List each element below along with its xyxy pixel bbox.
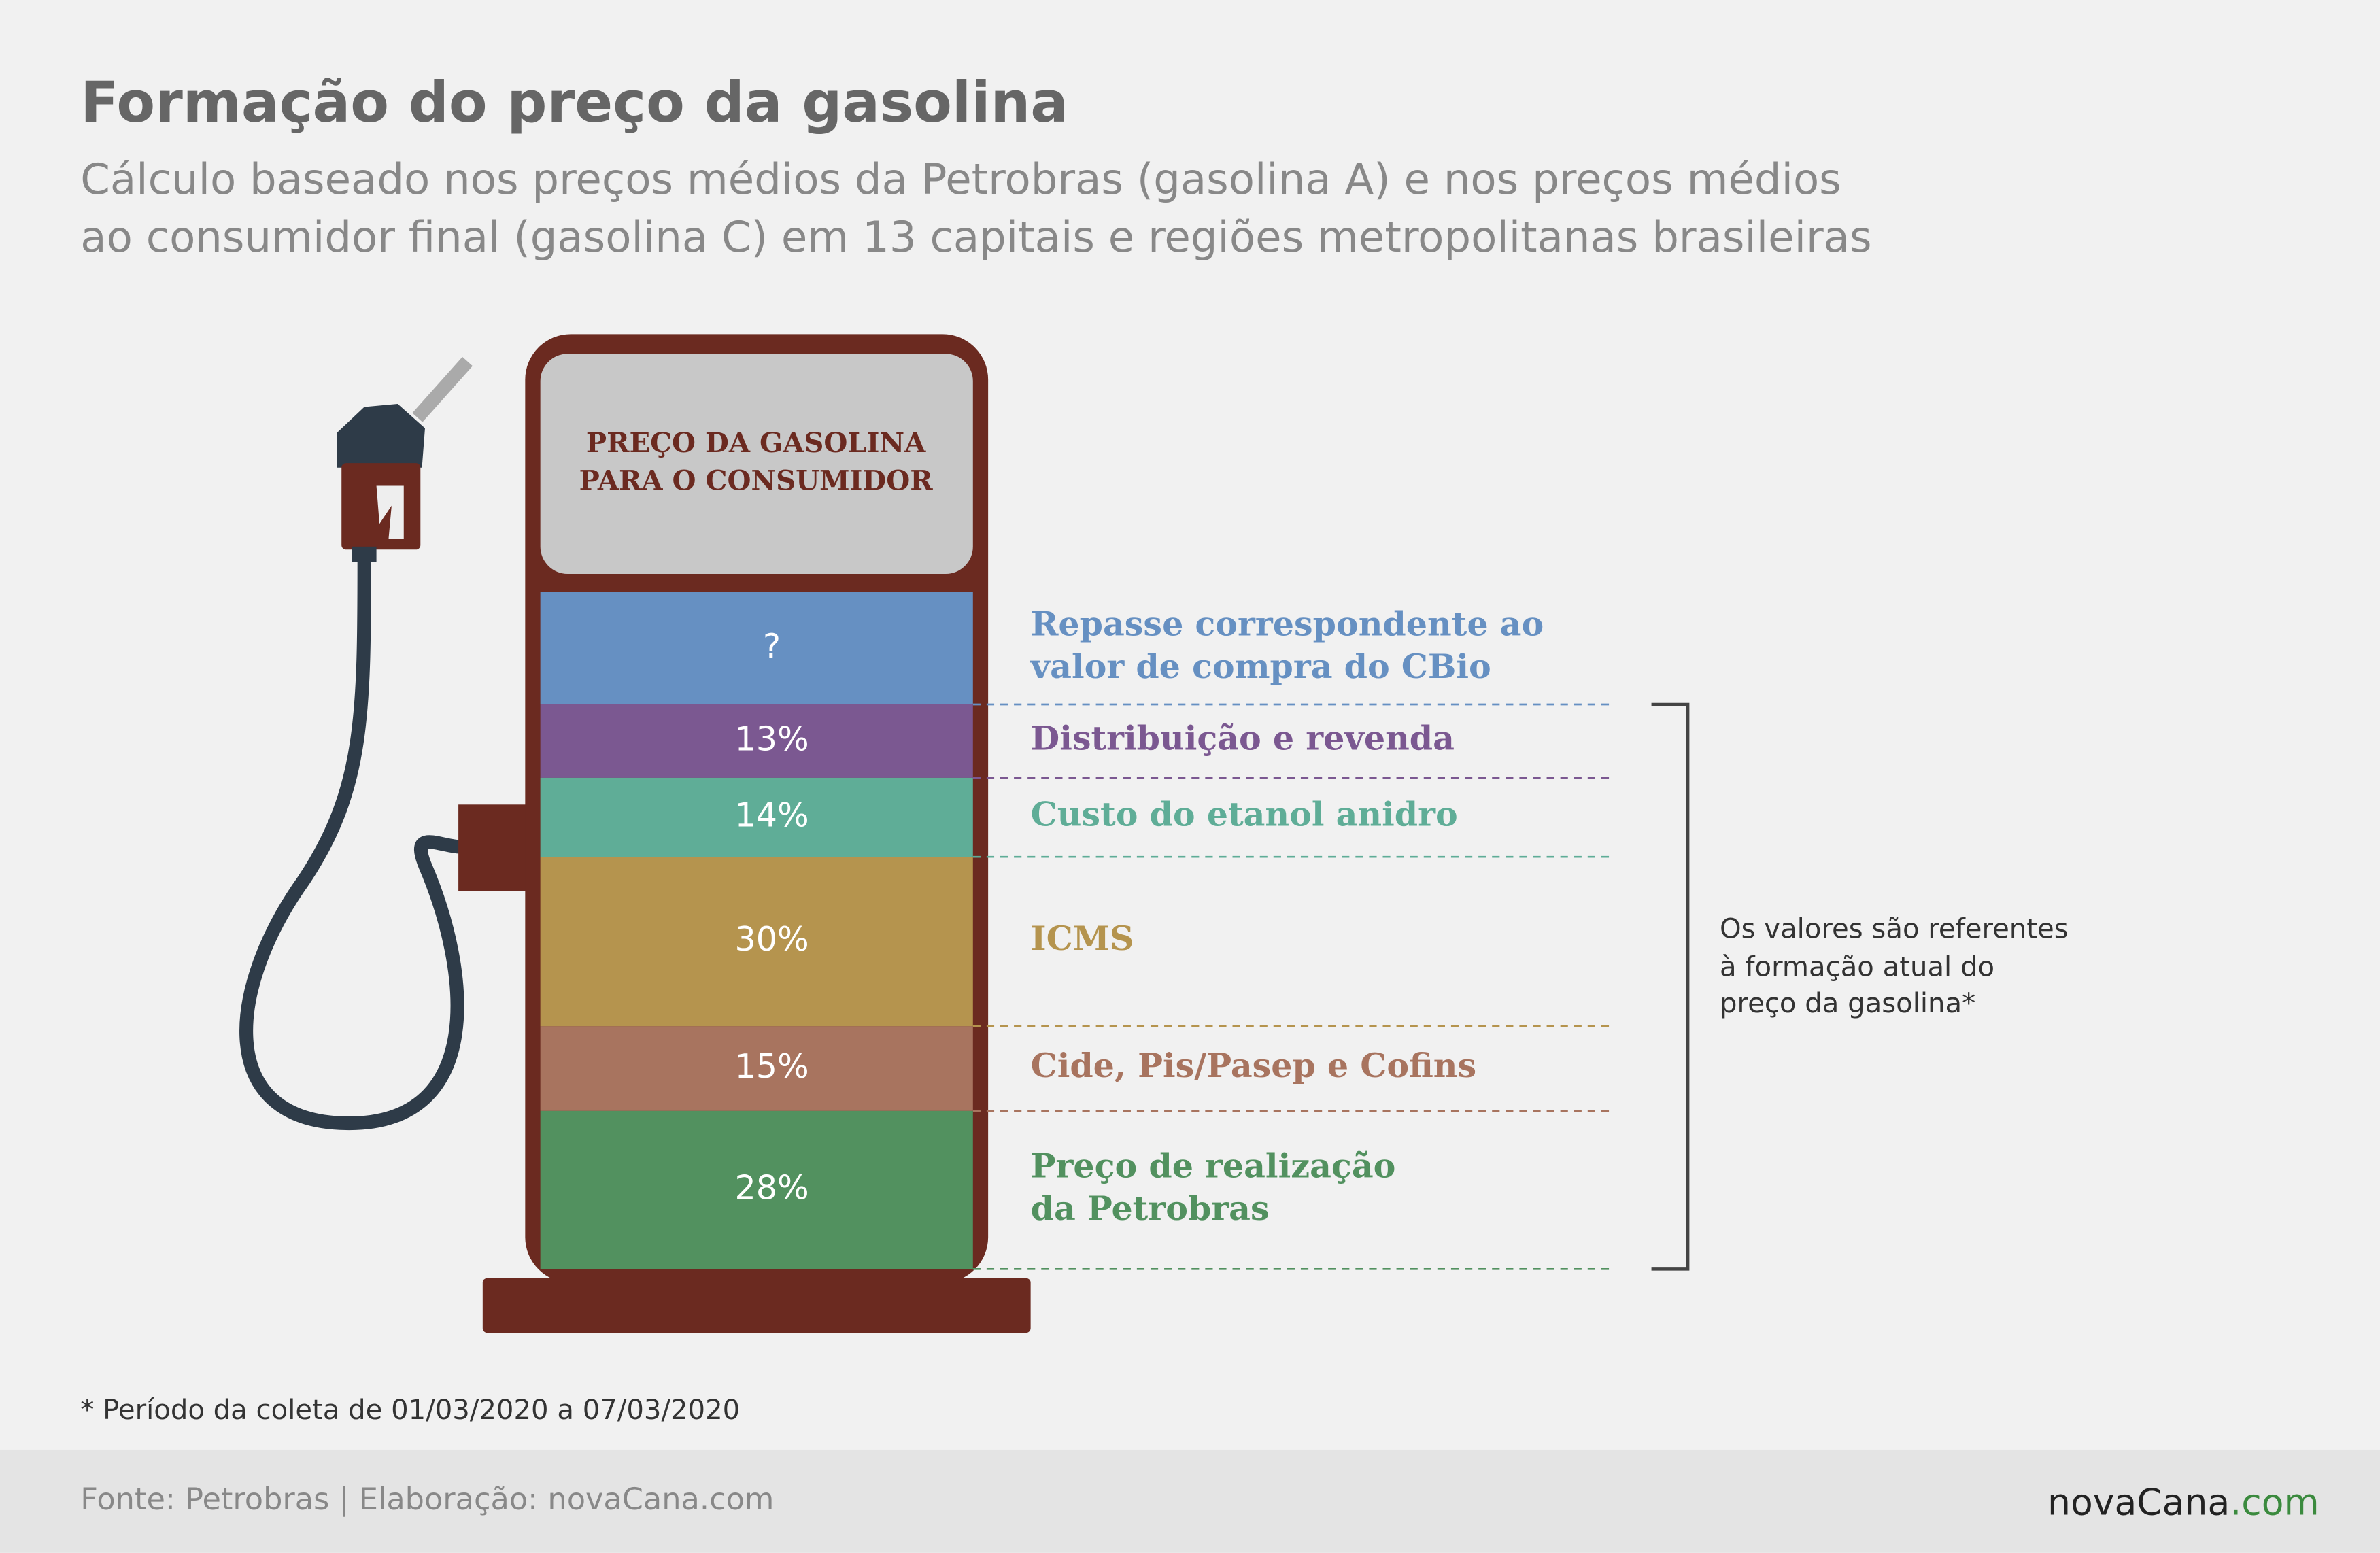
category-label: da Petrobras bbox=[1031, 1189, 1270, 1228]
source: Fonte: Petrobras | Elaboração: novaCana.… bbox=[80, 1482, 774, 1517]
category-label: Preço de realização bbox=[1031, 1146, 1396, 1185]
category-label: Repasse correspondente ao bbox=[1031, 604, 1544, 644]
note: Os valores são referentes bbox=[1720, 914, 2069, 945]
value-label: 28% bbox=[734, 1168, 809, 1208]
segment bbox=[540, 857, 973, 1027]
brand-name: novaCana bbox=[2047, 1480, 2230, 1523]
value-label: 14% bbox=[734, 796, 809, 835]
hose bbox=[239, 547, 470, 1131]
pump-screen bbox=[540, 354, 973, 575]
footer bbox=[0, 1449, 2380, 1553]
pump-base bbox=[482, 1278, 1031, 1333]
nozzle bbox=[337, 404, 425, 468]
nozzle-tip bbox=[412, 356, 473, 422]
brand-domain: .com bbox=[2230, 1480, 2319, 1523]
category-label: valor de compra do CBio bbox=[1030, 647, 1491, 686]
bracket bbox=[1651, 702, 1690, 1271]
segment bbox=[540, 777, 973, 857]
note: preço da gasolina* bbox=[1720, 988, 1975, 1019]
segment bbox=[540, 704, 973, 778]
segment bbox=[540, 1026, 973, 1111]
value-label: 30% bbox=[734, 919, 809, 959]
brand: novaCana.com bbox=[2047, 1480, 2319, 1523]
value-label: 13% bbox=[734, 719, 809, 758]
chart-title: Formação do preço da gasolina bbox=[80, 70, 1068, 135]
footnote: * Período da coleta de 01/03/2020 a 07/0… bbox=[80, 1395, 740, 1426]
value-label: 15% bbox=[734, 1046, 809, 1086]
note: à formação atual do bbox=[1720, 951, 1994, 983]
category-label: Distribuição e revenda bbox=[1031, 718, 1455, 757]
subtitle: Cálculo baseado nos preços médios da Pet… bbox=[80, 154, 1841, 204]
category-label: Custo do etanol anidro bbox=[1031, 795, 1458, 834]
category-label: Cide, Pis/Pasep e Cofins bbox=[1031, 1046, 1476, 1085]
value-label: ? bbox=[763, 626, 781, 666]
pump-holder bbox=[458, 804, 532, 891]
subtitle: ao consumidor final (gasolina C) em 13 c… bbox=[80, 212, 1871, 262]
handle-icon bbox=[376, 485, 404, 539]
category-label: ICMS bbox=[1031, 919, 1134, 958]
unknown-segment bbox=[540, 592, 973, 704]
header: PARA O CONSUMIDOR bbox=[579, 465, 934, 497]
segment bbox=[540, 1110, 973, 1269]
hose-joint bbox=[352, 546, 377, 562]
header: PREÇO DA GASOLINA bbox=[586, 427, 926, 459]
